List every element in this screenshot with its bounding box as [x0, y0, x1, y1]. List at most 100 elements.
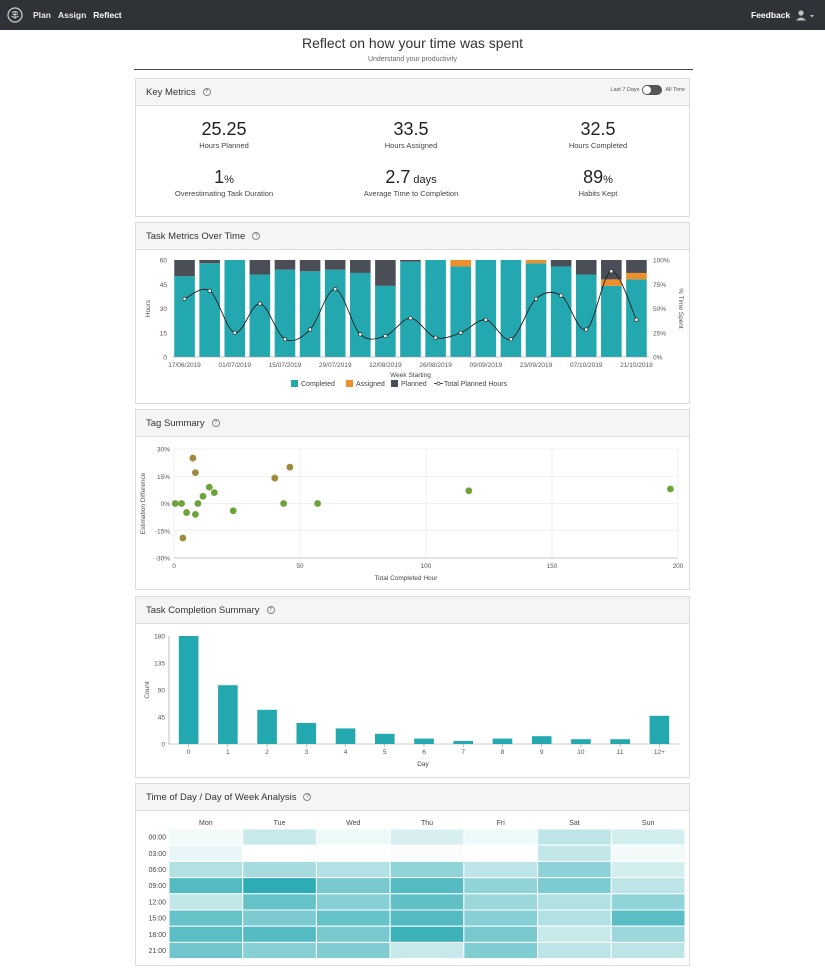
x-tick-label: 15/07/2019 [269, 362, 302, 369]
scatter-point [192, 511, 199, 518]
y-tick-label: 45 [158, 715, 166, 722]
bar-planned [249, 260, 271, 275]
user-icon [796, 10, 806, 21]
feedback-link[interactable]: Feedback [751, 10, 791, 20]
line-point [433, 335, 438, 340]
user-menu[interactable] [795, 9, 817, 22]
bar-assigned [601, 279, 622, 286]
x-tick-label: 21/10/2019 [620, 362, 653, 369]
help-icon[interactable]: ? [266, 606, 275, 614]
heatmap-cell [242, 844, 317, 862]
bar-completed [199, 263, 220, 357]
help-icon[interactable]: ? [303, 793, 312, 801]
heatmap-row-label: 06:00 [148, 867, 166, 874]
bar [492, 738, 513, 744]
heatmap-cell [242, 893, 317, 911]
metric-value: 1 [214, 167, 225, 187]
heatmap-cell [463, 909, 539, 927]
bar [335, 728, 356, 744]
nav-assign[interactable]: Assign [57, 10, 87, 20]
legend-point [436, 381, 441, 386]
heatmap-cell [537, 877, 612, 895]
heatmap-cell [463, 925, 539, 943]
bar-completed [249, 274, 271, 357]
help-icon[interactable]: ? [211, 419, 220, 427]
x-tick-label: 11 [617, 749, 624, 756]
scatter-point [183, 509, 190, 516]
heatmap-cell [315, 893, 391, 911]
line-point [508, 337, 513, 342]
heatmap-cell [610, 941, 686, 960]
nav-reflect[interactable]: Reflect [93, 10, 122, 20]
heatmap-col-label: Fri [497, 820, 506, 827]
x-tick-label: 29/07/2019 [319, 362, 352, 369]
heatmap-cell [463, 828, 539, 846]
tag-summary-chart: 0 50 100 150 200 30% 15% 0% -15% -30% Estimation D… [140, 447, 684, 583]
line-point [408, 316, 413, 321]
heatmap-card: Time of Day / Day of Week Analysis ? Mon… [135, 783, 690, 966]
heatmap-col-label: Wed [346, 820, 360, 827]
bar-completed [174, 276, 195, 357]
page-subtitle: Understand your productivity [367, 56, 458, 63]
heatmap-cell [242, 925, 317, 943]
x-tick-label: 6 [422, 749, 426, 756]
metric-label: Hours Assigned [384, 141, 438, 150]
time-range-switch[interactable] [642, 85, 663, 95]
y-tick-label: 0% [161, 501, 171, 508]
completion-summary-card: Task Completion Summary ? 0 45 90 135 180 Cou… [135, 596, 690, 778]
help-icon[interactable]: ? [202, 88, 211, 96]
bar-planned [575, 260, 597, 275]
y-tick-label: 135 [154, 661, 165, 668]
bar [296, 723, 317, 744]
scatter-point [210, 489, 218, 496]
y-tick-label: 180 [154, 634, 165, 641]
heatmap-cell [610, 860, 686, 879]
bar-completed [299, 271, 321, 357]
help-icon[interactable]: ? [252, 232, 261, 240]
bar-completed [500, 260, 522, 357]
bar-planned [349, 260, 371, 273]
x-tick-label: 3 [304, 749, 308, 756]
heatmap-cell [389, 893, 465, 911]
bar-planned [626, 260, 647, 273]
nav-plan[interactable]: Plan [33, 10, 51, 20]
line-point [609, 269, 614, 274]
bar-planned [174, 260, 195, 277]
completion-summary-title: Task Completion Summary [146, 604, 260, 616]
time-range-toggle: Last 7 Days All Time [610, 85, 685, 95]
line-point [458, 330, 463, 335]
x-tick-label: 26/08/2019 [419, 362, 452, 369]
toggle-label-all-time: All Time [665, 87, 685, 93]
heatmap-cell [537, 860, 612, 879]
heatmap-cell [168, 893, 244, 911]
chevron-down-icon [810, 15, 814, 18]
legend-label: Completed [301, 381, 335, 388]
brain-logo-icon[interactable] [7, 7, 23, 23]
heatmap-cell [463, 893, 539, 911]
metric-value: 2.7 [385, 167, 411, 187]
bar [453, 741, 474, 744]
x-tick-label: 12/08/2019 [369, 362, 402, 369]
x-tick-label: 8 [501, 749, 505, 756]
legend-label: Assigned [356, 381, 385, 388]
y-tick-label: 30 [160, 306, 168, 313]
x-tick-label: 0 [172, 563, 176, 570]
heatmap-cell [389, 877, 465, 895]
heatmap-col-label: Tue [274, 820, 286, 827]
x-tick-label: 0 [187, 749, 191, 756]
scatter-point [171, 500, 179, 507]
scatter-point [286, 463, 294, 471]
x-tick-label: 01/07/2019 [218, 362, 251, 369]
bar-planned [299, 260, 321, 272]
task-metrics-chart: 0 15 30 45 60 0% 25% 50% 75% 100% Hours % Time Spen… [145, 258, 684, 389]
heatmap-cell [315, 844, 391, 862]
heatmap-cell [389, 941, 465, 960]
heatmap-col-label: Sun [642, 820, 655, 827]
y-tick-label: 60 [160, 258, 168, 265]
x-tick-label: 9 [540, 749, 544, 756]
line-point [383, 333, 388, 338]
bar-completed [324, 269, 346, 357]
x-tick-label: 7 [461, 749, 465, 756]
heatmap-cell [389, 909, 465, 927]
y-axis-label: Count [144, 681, 151, 699]
